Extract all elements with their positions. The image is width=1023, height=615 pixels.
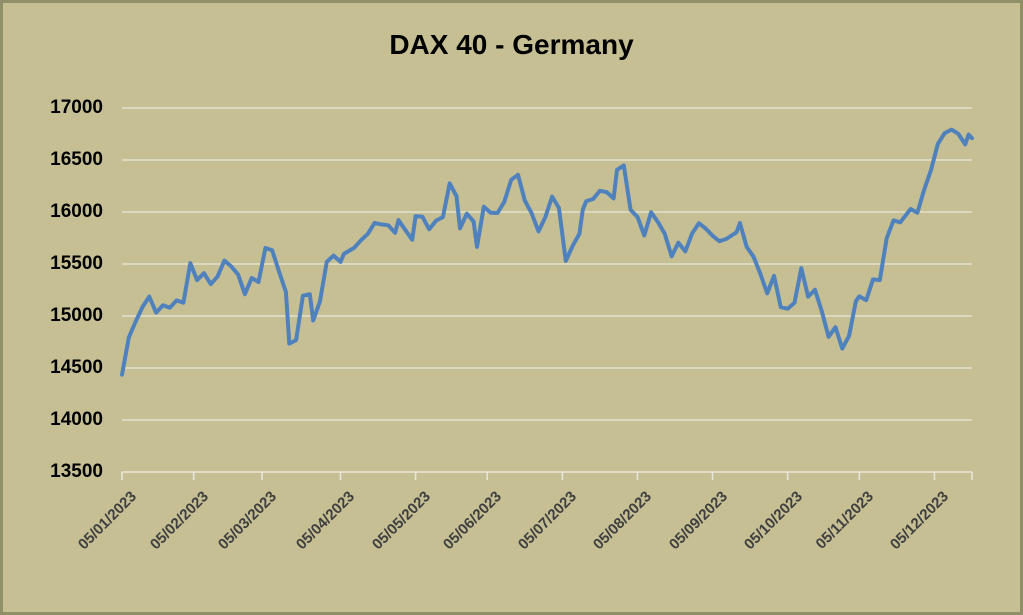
y-axis-label: 16500 [50, 149, 103, 170]
y-axis-label: 15000 [50, 305, 103, 326]
y-axis-label: 14000 [50, 409, 103, 430]
chart-title: DAX 40 - Germany [389, 29, 634, 60]
dax-price-line [120, 127, 974, 377]
y-axis-label: 14500 [50, 357, 103, 378]
y-axis-label: 16000 [50, 201, 103, 222]
plot-area [120, 107, 974, 480]
y-axis-label: 13500 [50, 461, 103, 482]
y-axis-label: 17000 [50, 97, 103, 118]
y-axis-label: 15500 [50, 253, 103, 274]
